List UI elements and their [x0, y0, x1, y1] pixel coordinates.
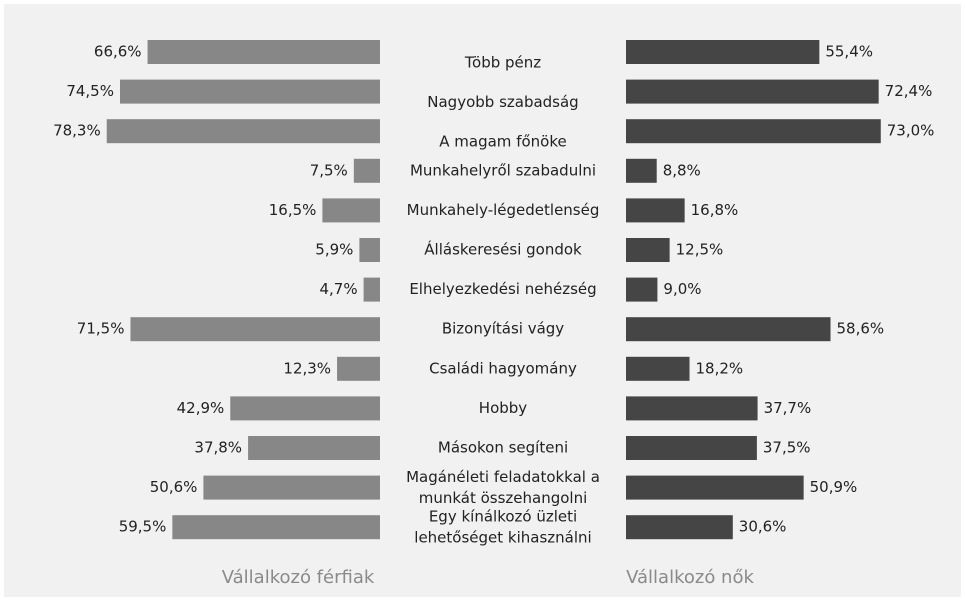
value-label: 16,8%	[691, 201, 739, 219]
bar	[626, 119, 881, 144]
bar	[626, 396, 758, 421]
category-label: Munkahelyről szabadulni	[410, 161, 596, 179]
bar	[626, 40, 820, 64]
value-label: 74,5%	[66, 82, 114, 100]
bar	[626, 356, 690, 381]
bar	[626, 198, 685, 223]
bar	[363, 277, 380, 302]
bar	[353, 158, 380, 183]
value-label: 7,5%	[310, 161, 348, 179]
category-label: Magánéleti feladatokkal a	[406, 468, 600, 486]
value-label: 42,9%	[177, 399, 225, 417]
category-label: Elhelyezkedési nehézség	[409, 280, 596, 298]
category-label: Másokon segíteni	[438, 439, 568, 457]
bar	[626, 79, 879, 104]
value-label: 12,5%	[676, 241, 724, 259]
value-label: 16,5%	[269, 201, 317, 219]
value-label: 78,3%	[53, 122, 101, 140]
category-label: Több pénz	[464, 54, 541, 72]
category-label: Bizonyítási vágy	[442, 320, 564, 338]
bar	[106, 119, 380, 144]
value-label: 8,8%	[663, 161, 701, 179]
value-label: 9,0%	[663, 280, 701, 298]
bar	[359, 238, 380, 262]
value-label: 30,6%	[739, 518, 787, 536]
category-label: munkát összehangolni	[419, 489, 588, 507]
bar	[172, 515, 380, 540]
bar	[626, 158, 657, 183]
category-label: Családi hagyomány	[429, 359, 577, 377]
value-label: 37,7%	[764, 399, 812, 417]
legend-label: Vállalkozó nők	[626, 567, 754, 588]
value-label: 50,9%	[810, 478, 858, 496]
bar	[626, 475, 804, 500]
bar	[230, 396, 380, 421]
category-label: Egy kínálkozó üzleti	[429, 508, 577, 526]
bar	[130, 317, 380, 342]
value-label: 66,6%	[94, 43, 142, 61]
value-label: 37,5%	[763, 439, 811, 457]
category-label: Álláskeresési gondok	[424, 240, 582, 259]
value-label: 73,0%	[887, 122, 935, 140]
bar	[203, 475, 380, 500]
value-label: 4,7%	[319, 280, 357, 298]
bar	[119, 79, 381, 104]
value-label: 58,6%	[837, 320, 885, 338]
bar	[248, 436, 380, 460]
bar	[626, 238, 670, 262]
value-label: 71,5%	[77, 320, 125, 338]
bar	[626, 515, 733, 540]
value-label: 55,4%	[825, 43, 873, 61]
category-label: Munkahely-légedetlenség	[407, 201, 600, 219]
bar	[626, 277, 658, 302]
bar	[626, 436, 757, 460]
bar	[626, 317, 831, 342]
category-label: A magam főnöke	[439, 133, 566, 151]
category-label: Hobby	[479, 399, 527, 417]
category-label: Nagyobb szabadság	[427, 93, 578, 111]
value-label: 59,5%	[119, 518, 167, 536]
value-label: 72,4%	[885, 82, 933, 100]
legend-label: Vállalkozó férfiak	[222, 567, 375, 588]
bar	[322, 198, 380, 223]
category-label: lehetőséget kihasználni	[414, 529, 591, 547]
value-label: 18,2%	[696, 359, 744, 377]
value-label: 50,6%	[150, 478, 198, 496]
value-label: 12,3%	[283, 359, 331, 377]
value-label: 5,9%	[315, 241, 353, 259]
bar	[337, 356, 380, 381]
value-label: 37,8%	[194, 439, 242, 457]
bar	[147, 40, 380, 64]
